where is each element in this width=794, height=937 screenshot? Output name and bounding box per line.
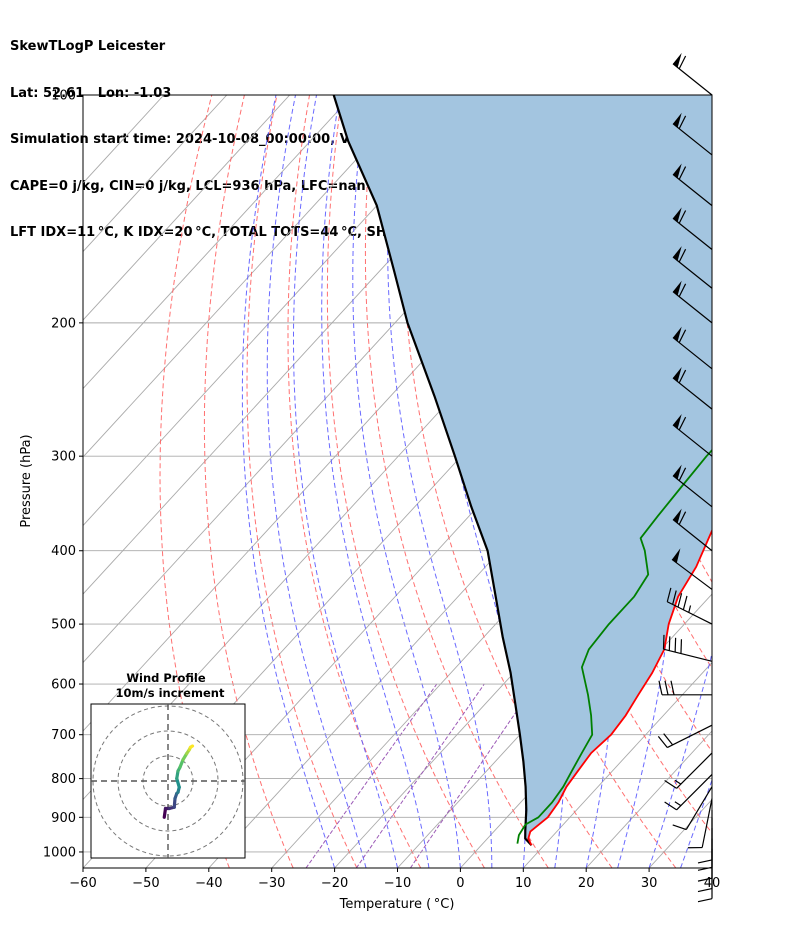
moist-adiabat-line [680,778,712,868]
hodograph-segment [188,744,195,749]
y-tick-label: 300 [51,450,76,465]
moist-adiabat-line [293,95,398,868]
moist-adiabat-line [387,95,493,868]
y-tick-label: 700 [51,728,76,743]
y-tick-label: 600 [51,678,76,693]
y-tick-label: 1000 [43,845,76,860]
x-tick-label: −20 [321,876,348,891]
moist-adiabat-line [352,95,461,868]
wind-barb [672,207,713,250]
wind-barb [672,246,713,289]
x-tick-label: 20 [578,876,595,891]
y-axis-label: Pressure (hPa) [19,434,34,527]
mixing-ratio-line [409,683,536,868]
mixing-ratio-line [305,683,438,868]
dry-adiabat-line [364,95,549,868]
x-tick-label: −50 [132,876,159,891]
dry-adiabat-line [700,95,712,157]
temperature-profile-line [527,528,712,846]
dewpoint-profile-line [516,448,712,844]
x-tick-label: −30 [258,876,285,891]
moist-adiabat-line [266,95,367,868]
y-axis-ticks: 100 200 300 400 500 600 700 800 900 1000 [43,89,83,860]
x-axis-label: Temperature ( °C) [339,897,455,912]
parcel-profile-line [332,95,533,847]
wind-barb [672,508,713,552]
x-tick-label: 40 [704,876,721,891]
hodograph-subtitle: 10m/s increment [116,686,225,700]
wind-barb [672,786,713,831]
y-tick-label: 800 [51,772,76,787]
wind-barb [662,634,713,662]
x-tick-label: 30 [641,876,658,891]
y-tick-label: 500 [51,618,76,633]
x-tick-label: −40 [195,876,222,891]
y-tick-label: 400 [51,544,76,559]
y-tick-label: 200 [51,316,76,331]
cape-area [333,95,712,846]
isotherm-line [397,524,712,868]
dry-adiabat-line [246,95,358,868]
wind-barb [672,366,713,410]
isotherm-line [522,661,712,868]
moist-adiabat-line [321,95,430,868]
dry-adiabat-line [401,95,613,868]
hodograph-rings [91,704,245,858]
hodograph-ring [117,730,219,832]
isotherm-line [585,730,712,868]
moist-adiabat-line [711,866,712,868]
wind-barb [672,52,713,96]
dry-adiabat-line [203,95,294,868]
wind-barb [664,774,713,811]
wind-barb [666,587,713,625]
x-tick-label: −10 [384,876,411,891]
moist-adiabat-line [648,95,712,868]
hodograph-inset: Wind Profile 10m/s increment [90,671,246,859]
profile-lines [332,95,712,847]
isotherm-line [83,95,291,321]
cape-fill-area [333,95,712,846]
wind-barb [672,163,713,207]
x-tick-label: −60 [69,876,96,891]
wind-barb [672,112,713,156]
moist-adiabat-line [241,95,336,868]
hodograph-trace [162,744,195,819]
wind-barbs [657,52,713,903]
wind-barb [658,680,712,696]
isotherm-line [83,95,353,390]
dry-adiabat-line [287,95,422,868]
isotherm-line [83,95,416,458]
x-tick-label: 10 [515,876,532,891]
wind-barb [664,752,713,789]
dry-adiabat-line [326,95,485,868]
hodograph-title: Wind Profile [126,671,206,685]
dry-adiabat-line [733,95,794,868]
wind-barb [672,464,713,508]
wind-barb [687,798,713,849]
y-tick-label: 100 [51,89,76,104]
wind-barb [672,413,713,457]
isotherm-line [83,95,228,253]
header-station: SkewTLogP Leicester [10,39,166,54]
wind-barb [657,724,713,749]
wind-barb [672,280,713,324]
mixing-ratio-line [355,683,485,868]
x-axis-ticks: −60 −50 −40 −30 −20 −10 0 10 20 30 40 [69,868,720,891]
x-tick-label: 0 [456,876,464,891]
isotherm-line [711,867,712,868]
dry-adiabat-line [766,95,794,868]
wind-barb [672,326,713,370]
wind-barb [671,548,713,590]
isotherm-line [83,95,479,527]
y-tick-label: 900 [51,811,76,826]
